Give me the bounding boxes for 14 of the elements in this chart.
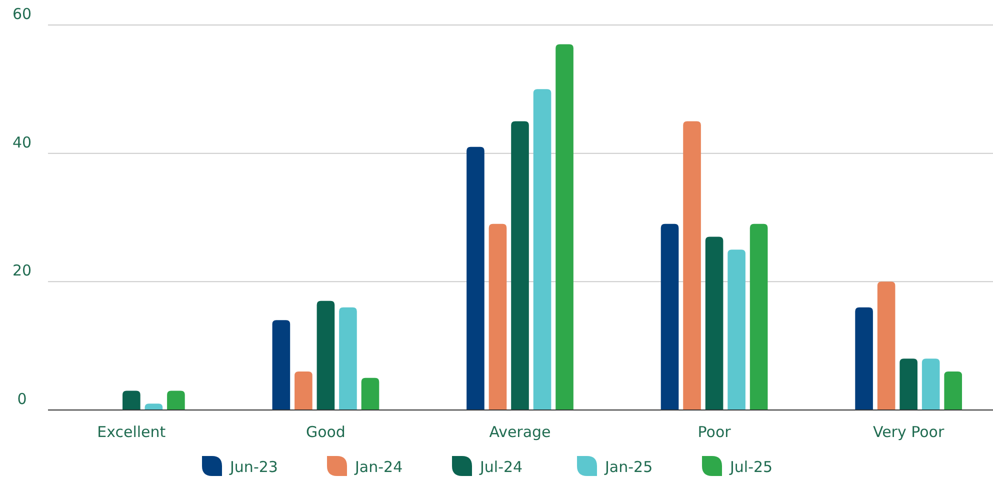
- legend-label: Jan-24: [354, 458, 403, 476]
- x-tick-label: Very Poor: [872, 423, 945, 441]
- y-tick-label: 20: [12, 262, 32, 280]
- legend-label: Jun-23: [229, 458, 278, 476]
- x-tick-label: Good: [306, 423, 346, 441]
- x-tick-label: Excellent: [97, 423, 166, 441]
- y-tick-label: 60: [12, 5, 32, 23]
- x-tick-label: Poor: [698, 423, 732, 441]
- legend-label: Jul-25: [729, 458, 773, 476]
- x-tick-label: Average: [489, 423, 551, 441]
- legend-label: Jul-24: [479, 458, 523, 476]
- y-tick-label: 40: [12, 133, 32, 152]
- y-tick-label: 0: [17, 390, 27, 408]
- legend-label: Jan-25: [604, 458, 653, 476]
